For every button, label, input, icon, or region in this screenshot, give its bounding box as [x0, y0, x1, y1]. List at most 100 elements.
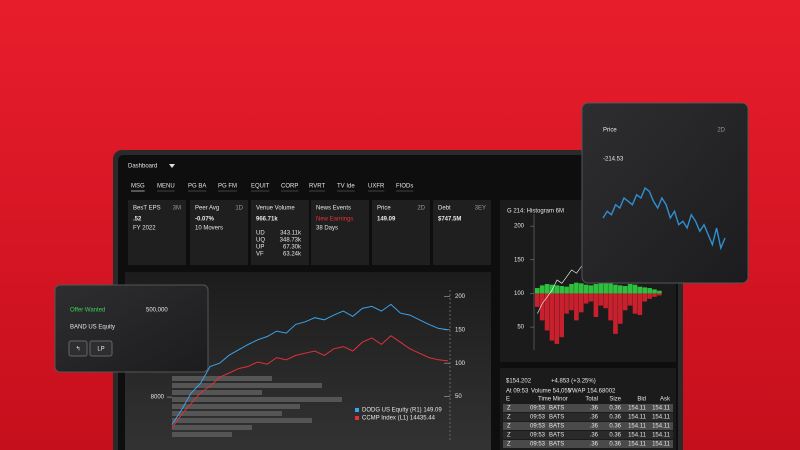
tile-value: $747.5M [438, 217, 461, 223]
tile-value: 149.09 [377, 217, 396, 223]
bar [603, 282, 608, 294]
table-cell: 154.11 [652, 442, 671, 448]
tile-label: Peer Avg [195, 206, 219, 212]
tile-highlight: New Earnings [316, 217, 353, 223]
tile-label: Venue Volume [256, 206, 295, 212]
tile [128, 200, 186, 265]
tab[interactable]: FIODs [396, 184, 413, 190]
tile-row-value: 63.24k [283, 252, 302, 258]
table-cell: 09:53 [530, 406, 546, 412]
table-cell: 09:53 [530, 433, 546, 439]
table-cell: 154.11 [652, 424, 671, 430]
table-cell: BATS [549, 406, 564, 412]
bar [598, 293, 604, 306]
bar [593, 284, 599, 294]
table-cell: 09:53 [530, 415, 546, 421]
column-header: Total [585, 397, 598, 403]
tab[interactable]: EQUIT [251, 184, 270, 190]
table-cell: BATS [549, 433, 564, 439]
column-header: Time Minor [538, 397, 568, 403]
column-header: Size [609, 397, 621, 403]
table-cell: 0.36 [609, 424, 621, 430]
table-cell: 0.36 [609, 406, 621, 412]
bar [549, 284, 555, 294]
bar [539, 285, 545, 294]
bar [637, 293, 643, 315]
price-card [581, 102, 749, 284]
bar [559, 293, 565, 338]
bar [564, 293, 569, 314]
quote-time: At 09:53 [506, 389, 529, 395]
tab[interactable]: MENU [157, 184, 175, 190]
y-tick-label: 50 [517, 325, 524, 331]
tile-row-label: UD [256, 231, 265, 237]
quote-change: +4.853 (+3.25%) [551, 379, 596, 385]
tile-period: 1D [235, 206, 243, 212]
bar [622, 286, 628, 294]
bar [564, 286, 569, 294]
price-card-title: Price [603, 128, 617, 134]
bar [637, 286, 643, 294]
bar [574, 293, 579, 321]
offer-security: BAND US Equity [70, 325, 115, 331]
y-tick-label: 150 [514, 257, 525, 263]
quote-price: $154.202 [506, 379, 532, 385]
bar [657, 293, 662, 296]
tab[interactable]: TV Ide [337, 184, 355, 190]
column-header: Ask [660, 397, 671, 403]
tile-sub: FY 2022 [133, 226, 156, 232]
table-cell: 09:53 [530, 424, 546, 430]
y-tick-label: 100 [455, 361, 466, 367]
bar [535, 293, 540, 307]
tab[interactable]: CORP [281, 184, 298, 190]
tile-sub: 10 Movers [195, 226, 223, 232]
legend-swatch [355, 416, 359, 420]
tab[interactable]: RVRT [309, 184, 325, 190]
table-cell: .36 [590, 415, 599, 421]
bar [598, 282, 604, 294]
bar [632, 293, 638, 314]
offer-button-label[interactable]: ↰ [75, 346, 80, 353]
y-tick-label: 100 [514, 291, 525, 297]
y-tick-label: 200 [455, 294, 466, 300]
dashboard-title[interactable]: Dashboard [128, 164, 157, 170]
tile-value: 966.71k [256, 217, 278, 223]
tile-row-value: 67.30k [283, 245, 302, 251]
y-tick-label: 150 [455, 327, 466, 333]
table-cell: BATS [549, 442, 564, 448]
bar [588, 285, 594, 294]
bar [608, 293, 613, 321]
bar [539, 293, 545, 321]
bar [554, 285, 560, 294]
tile-value: -0.07% [195, 217, 215, 223]
tile-period: 2D [417, 206, 425, 212]
bar [578, 293, 584, 313]
bar [603, 293, 608, 309]
tab[interactable]: UXFR [368, 184, 385, 190]
tile-label: BesT EPS [133, 206, 161, 212]
offer-button[interactable] [89, 340, 113, 357]
offer-button-label[interactable]: LP [97, 347, 104, 353]
legend-label: CCMP Index (L1) 14435.44 [362, 416, 436, 422]
table-cell: 0.36 [609, 415, 621, 421]
table-cell: 154.11 [628, 433, 647, 439]
tile-row-label: UP [256, 245, 264, 251]
tile-row-label: VF [256, 252, 264, 258]
legend-swatch [355, 408, 359, 412]
bar [544, 293, 550, 331]
offer-button[interactable] [68, 340, 88, 357]
tile-label: Debt [438, 206, 451, 212]
quote-volume: Volume 54,055 [531, 389, 572, 395]
tab[interactable]: MSG [131, 184, 145, 190]
dropdown-arrow[interactable] [169, 164, 175, 168]
quote-vwap: VWAP 154.68002 [568, 389, 616, 395]
tab[interactable]: PG BA [188, 184, 206, 190]
bar [652, 293, 657, 297]
bar [583, 284, 589, 294]
bar [618, 293, 623, 324]
price-card-period[interactable]: 2D [717, 128, 725, 134]
table-row [503, 413, 673, 421]
tile [251, 200, 309, 265]
tab[interactable]: PG FM [218, 184, 237, 190]
